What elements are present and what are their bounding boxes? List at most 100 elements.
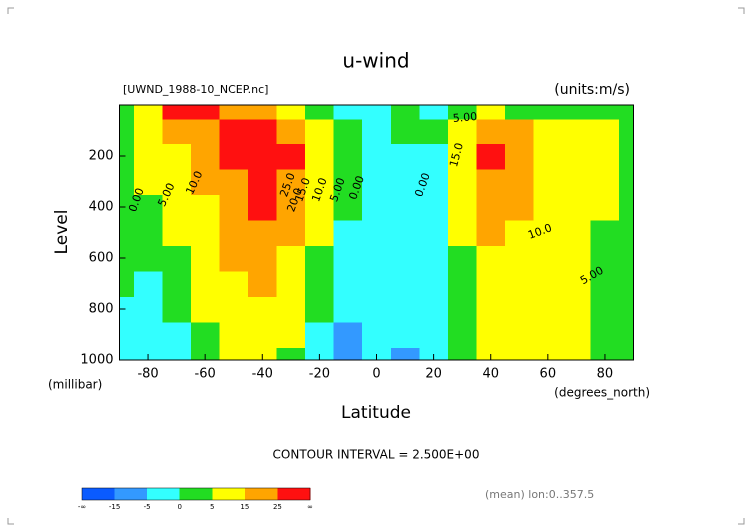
field-cell	[619, 219, 634, 246]
field-cell	[362, 194, 392, 221]
region-label: (mean) lon:0..357.5	[485, 488, 594, 501]
field-cell	[390, 296, 420, 323]
field-cell	[219, 245, 249, 272]
field-cell	[533, 270, 563, 297]
field-cell	[447, 119, 477, 144]
field-cell	[190, 219, 220, 246]
field-cell	[190, 105, 220, 120]
field-cell	[533, 245, 563, 272]
colorbar-swatch	[244, 488, 278, 500]
colorbar-frame	[81, 487, 311, 501]
field-cell	[162, 347, 192, 361]
field-cell	[505, 296, 535, 323]
field-cell	[419, 296, 449, 323]
field-cell	[505, 321, 535, 348]
field-cell	[505, 143, 535, 170]
field-cell	[476, 143, 506, 170]
field	[119, 105, 634, 361]
field-cell	[190, 270, 220, 297]
field-cell	[219, 119, 249, 144]
field-cell	[190, 143, 220, 170]
field-cell	[219, 321, 249, 348]
field-cell	[133, 219, 163, 246]
x-tick-label: -20	[309, 367, 330, 382]
field-cell	[248, 245, 278, 272]
field-cell	[619, 347, 634, 361]
field-cell	[362, 168, 392, 195]
field-cell	[562, 321, 592, 348]
field-cell	[333, 219, 363, 246]
field-cell	[248, 347, 278, 361]
field-cell	[219, 168, 249, 195]
field-cell	[533, 143, 563, 170]
field-cell	[276, 347, 306, 361]
field-cell	[419, 168, 449, 195]
field-cell	[276, 219, 306, 246]
field-cell	[219, 105, 249, 120]
field-cell	[190, 245, 220, 272]
field-cell	[162, 194, 192, 221]
field-cell	[190, 296, 220, 323]
field-cell	[305, 219, 335, 246]
field-cell	[219, 219, 249, 246]
field-cell	[476, 270, 506, 297]
colorbar-label: -15	[109, 503, 120, 511]
colorbar-swatch	[277, 488, 311, 500]
x-tick-label: 80	[597, 367, 614, 382]
field-cell	[248, 143, 278, 170]
field-cell	[119, 105, 135, 120]
field-cell	[119, 143, 135, 170]
field-cell	[419, 245, 449, 272]
colorbar-label: -5	[144, 503, 151, 511]
field-cell	[162, 105, 192, 120]
field-cell	[562, 270, 592, 297]
y-tick-label: 600	[89, 251, 114, 266]
field-cell	[219, 347, 249, 361]
y-axis-label: Level	[52, 210, 72, 255]
field-cell	[619, 245, 634, 272]
field-cell	[362, 321, 392, 348]
field-cell	[533, 105, 563, 120]
field-cell	[162, 245, 192, 272]
field-cell	[190, 194, 220, 221]
colorbar-swatch	[212, 488, 246, 500]
field-cell	[162, 321, 192, 348]
field-cell	[133, 143, 163, 170]
field-cell	[619, 321, 634, 348]
field-cell	[590, 194, 620, 221]
colorbar-label: 25	[273, 503, 282, 511]
field-cell	[533, 168, 563, 195]
field-cell	[476, 119, 506, 144]
field-cell	[619, 194, 634, 221]
field-cell	[505, 194, 535, 221]
field-cell	[619, 296, 634, 323]
field-cell	[390, 168, 420, 195]
field-cell	[419, 347, 449, 361]
field-cell	[505, 245, 535, 272]
field-cell	[190, 321, 220, 348]
field-cell	[590, 105, 620, 120]
contour-label: 5.00	[452, 110, 478, 125]
field-cell	[476, 245, 506, 272]
source-label: [UWND_1988-10_NCEP.nc]	[123, 83, 268, 96]
colorbar-swatch	[179, 488, 213, 500]
field-cell	[119, 245, 135, 272]
field-cell	[248, 168, 278, 195]
field-cell	[119, 194, 135, 221]
field-cell	[133, 194, 163, 221]
field-cell	[333, 119, 363, 144]
field-cell	[390, 245, 420, 272]
chart-title: u-wind	[342, 49, 409, 73]
field-cell	[476, 347, 506, 361]
field-cell	[419, 194, 449, 221]
y-units-label: (millibar)	[48, 378, 102, 392]
field-cell	[333, 245, 363, 272]
x-tick-label: -60	[195, 367, 216, 382]
field-cell	[305, 194, 335, 221]
field-cell	[276, 270, 306, 297]
field-cell	[133, 105, 163, 120]
field-cell	[619, 143, 634, 170]
field-cell	[248, 296, 278, 323]
field-cell	[390, 347, 420, 361]
field-cell	[533, 119, 563, 144]
